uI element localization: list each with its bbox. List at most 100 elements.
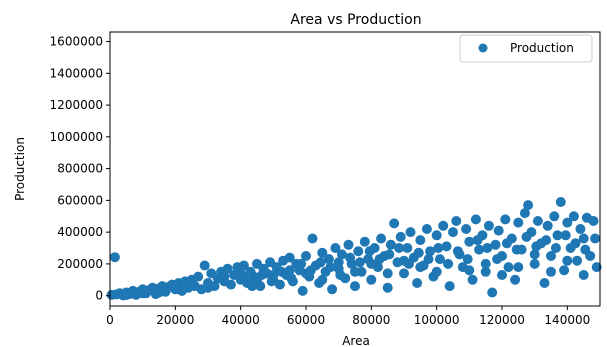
y-axis-ticks: 0 200000 400000 600000 800000 1000000 1200000 1… — [50, 35, 110, 303]
y-tick-label: 600000 — [57, 193, 103, 207]
data-point — [350, 266, 360, 277]
x-axis-ticks: 0 20000 40000 60000 80000 100000 120000 140000 — [106, 306, 590, 327]
legend-label-production: Production — [510, 41, 574, 55]
data-point — [399, 255, 409, 266]
legend-marker — [478, 43, 488, 53]
data-point — [461, 224, 472, 234]
data-point — [542, 220, 553, 231]
data-point — [511, 244, 522, 255]
y-tick-label: 200000 — [57, 257, 103, 271]
data-point — [170, 281, 181, 292]
x-tick-label: 0 — [106, 313, 114, 327]
data-point — [325, 262, 336, 273]
data-point — [580, 244, 591, 255]
data-point — [434, 254, 445, 265]
data-point — [441, 241, 452, 252]
data-point — [394, 243, 405, 253]
data-point — [444, 281, 455, 292]
data-point — [568, 211, 579, 222]
data-point — [470, 214, 481, 225]
data-point — [389, 218, 400, 229]
data-point — [276, 266, 287, 277]
legend-box — [459, 34, 593, 63]
data-point — [336, 249, 347, 260]
data-point — [345, 252, 356, 263]
data-point — [382, 268, 393, 279]
data-point — [497, 270, 507, 280]
data-point — [501, 238, 512, 249]
data-point — [421, 224, 432, 234]
data-point — [327, 284, 338, 295]
data-point — [549, 211, 560, 222]
y-tick-label: 800000 — [57, 162, 103, 176]
data-point — [591, 262, 602, 273]
data-point — [374, 254, 385, 265]
x-tick-label: 140000 — [544, 313, 590, 327]
data-point — [286, 273, 297, 284]
data-point — [137, 288, 148, 299]
data-point — [382, 282, 393, 293]
data-point — [193, 271, 204, 282]
data-point — [575, 224, 586, 234]
data-point — [366, 258, 377, 269]
data-point — [402, 243, 413, 253]
data-point — [384, 249, 395, 260]
data-point — [464, 236, 475, 247]
data-point — [412, 278, 423, 288]
data-point — [354, 257, 365, 268]
data-point — [490, 239, 501, 250]
data-point — [109, 252, 120, 263]
data-point — [590, 233, 601, 244]
data-point — [353, 246, 364, 257]
data-point — [500, 214, 511, 225]
data-point — [546, 251, 556, 261]
data-point — [317, 274, 328, 285]
data-point — [297, 285, 308, 296]
data-point — [203, 282, 213, 293]
data-point — [330, 243, 341, 253]
data-point — [317, 247, 328, 258]
y-tick-label: 1600000 — [50, 35, 103, 49]
data-point — [307, 233, 318, 244]
x-tick-label: 80000 — [352, 313, 390, 327]
data-point — [451, 216, 462, 226]
data-point — [519, 208, 530, 219]
data-point — [431, 230, 442, 241]
data-point — [448, 227, 458, 238]
data-point — [301, 268, 311, 279]
data-point — [252, 276, 262, 287]
data-point — [552, 230, 563, 241]
data-point — [301, 251, 311, 261]
data-point — [572, 255, 583, 266]
data-point — [503, 262, 514, 273]
data-point — [529, 258, 540, 269]
data-point — [462, 254, 473, 265]
data-point — [395, 231, 406, 242]
data-point — [531, 241, 542, 252]
x-tick-label: 20000 — [156, 313, 194, 327]
data-point — [555, 197, 566, 207]
data-point — [560, 230, 571, 241]
data-point — [578, 233, 589, 244]
data-point — [513, 262, 524, 273]
data-point — [546, 266, 556, 277]
data-point — [423, 254, 434, 265]
data-point — [443, 258, 454, 269]
data-point — [415, 262, 426, 273]
y-tick-label: 0 — [95, 289, 103, 303]
y-axis-label: Production — [13, 137, 27, 201]
data-point — [225, 279, 236, 290]
data-point — [464, 265, 475, 276]
data-point — [562, 217, 573, 228]
data-point — [541, 235, 552, 246]
data-point — [121, 289, 132, 300]
data-point — [431, 266, 442, 277]
data-point — [480, 258, 491, 269]
data-point — [532, 216, 543, 226]
chart-title: Area vs Production — [290, 12, 421, 28]
data-point — [562, 255, 573, 266]
data-point — [399, 268, 409, 279]
data-point — [333, 257, 344, 268]
data-point — [364, 246, 375, 257]
data-point — [376, 233, 387, 244]
